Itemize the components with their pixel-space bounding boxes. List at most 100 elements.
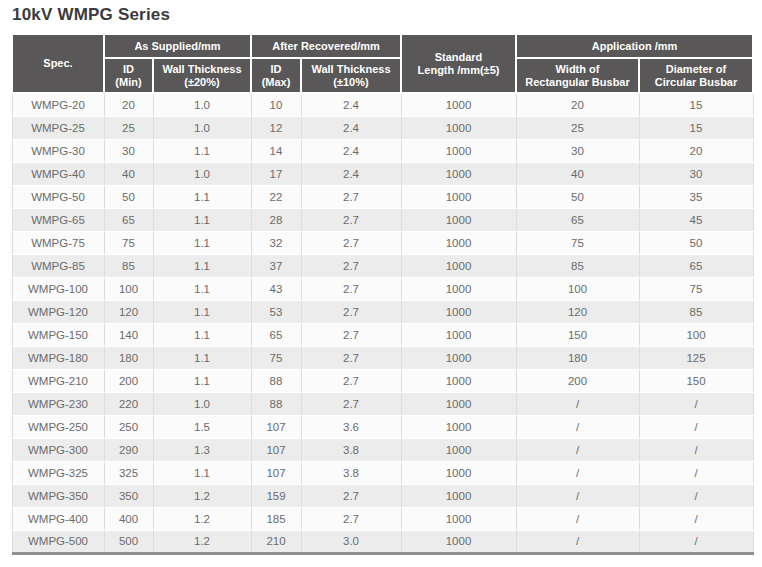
cell-id-max: 107: [251, 438, 301, 461]
header-sub-row: ID (Min) Wall Thickness (±20%) ID (Max) …: [12, 58, 753, 93]
cell-standard-length: 1000: [401, 116, 516, 139]
header-wall-thickness-supplied: Wall Thickness (±20%): [153, 58, 251, 93]
cell-width-rect-busbar: /: [516, 438, 639, 461]
header-id-min-line2: (Min): [106, 76, 151, 89]
cell-spec: WMPG-40: [12, 162, 104, 185]
cell-width-rect-busbar: /: [516, 392, 639, 415]
cell-spec: WMPG-50: [12, 185, 104, 208]
header-dia-circ-busbar: Diameter of Circular Busbar: [639, 58, 753, 93]
cell-wall-supplied: 1.5: [153, 415, 251, 438]
cell-id-max: 53: [251, 300, 301, 323]
cell-id-min: 40: [104, 162, 153, 185]
cell-spec: WMPG-325: [12, 461, 104, 484]
table-row: WMPG-65 65 1.1 28 2.7 1000 65 45: [12, 208, 753, 231]
cell-width-rect-busbar: /: [516, 530, 639, 553]
cell-wall-recovered: 2.7: [301, 254, 401, 277]
header-group-after-recovered: After Recovered/mm: [251, 34, 401, 58]
cell-wall-supplied: 1.0: [153, 116, 251, 139]
header-width-rect-line1: Width of: [556, 63, 600, 75]
cell-spec: WMPG-210: [12, 369, 104, 392]
cell-id-min: 75: [104, 231, 153, 254]
cell-standard-length: 1000: [401, 415, 516, 438]
cell-wall-recovered: 2.4: [301, 116, 401, 139]
cell-width-rect-busbar: 180: [516, 346, 639, 369]
cell-width-rect-busbar: 40: [516, 162, 639, 185]
cell-width-rect-busbar: 150: [516, 323, 639, 346]
cell-spec: WMPG-120: [12, 300, 104, 323]
cell-spec: WMPG-180: [12, 346, 104, 369]
cell-dia-circ-busbar: 100: [639, 323, 753, 346]
cell-id-min: 20: [104, 93, 153, 116]
header-id-max-line2: (Max): [253, 76, 299, 89]
cell-wall-recovered: 3.0: [301, 530, 401, 553]
table-row: WMPG-325 325 1.1 107 3.8 1000 / /: [12, 461, 753, 484]
cell-wall-recovered: 3.8: [301, 438, 401, 461]
cell-spec: WMPG-30: [12, 139, 104, 162]
cell-id-min: 290: [104, 438, 153, 461]
cell-id-min: 85: [104, 254, 153, 277]
cell-dia-circ-busbar: 35: [639, 185, 753, 208]
cell-wall-recovered: 2.7: [301, 300, 401, 323]
header-id-max-line1: ID: [271, 63, 282, 75]
header-width-rect-busbar: Width of Rectangular Busbar: [516, 58, 639, 93]
cell-id-max: 159: [251, 484, 301, 507]
table-row: WMPG-100 100 1.1 43 2.7 1000 100 75: [12, 277, 753, 300]
table-row: WMPG-85 85 1.1 37 2.7 1000 85 65: [12, 254, 753, 277]
cell-id-max: 185: [251, 507, 301, 530]
cell-standard-length: 1000: [401, 139, 516, 162]
cell-standard-length: 1000: [401, 484, 516, 507]
cell-id-min: 25: [104, 116, 153, 139]
cell-id-min: 180: [104, 346, 153, 369]
cell-width-rect-busbar: /: [516, 461, 639, 484]
cell-id-max: 28: [251, 208, 301, 231]
table-row: WMPG-150 140 1.1 65 2.7 1000 150 100: [12, 323, 753, 346]
header-wall-thickness-recovered: Wall Thickness (±10%): [301, 58, 401, 93]
cell-id-max: 43: [251, 277, 301, 300]
table-row: WMPG-20 20 1.0 10 2.4 1000 20 15: [12, 93, 753, 116]
header-group-as-supplied: As Supplied/mm: [104, 34, 251, 58]
cell-id-min: 140: [104, 323, 153, 346]
cell-wall-supplied: 1.0: [153, 162, 251, 185]
cell-standard-length: 1000: [401, 346, 516, 369]
table-row: WMPG-30 30 1.1 14 2.4 1000 30 20: [12, 139, 753, 162]
cell-wall-recovered: 3.6: [301, 415, 401, 438]
header-wall-recovered-line1: Wall Thickness: [311, 63, 390, 75]
cell-wall-recovered: 2.7: [301, 484, 401, 507]
cell-wall-recovered: 2.4: [301, 162, 401, 185]
header-id-min: ID (Min): [104, 58, 153, 93]
cell-id-max: 12: [251, 116, 301, 139]
table-row: WMPG-50 50 1.1 22 2.7 1000 50 35: [12, 185, 753, 208]
cell-standard-length: 1000: [401, 93, 516, 116]
cell-id-min: 65: [104, 208, 153, 231]
cell-wall-supplied: 1.0: [153, 392, 251, 415]
header-id-max: ID (Max): [251, 58, 301, 93]
cell-id-max: 22: [251, 185, 301, 208]
cell-id-min: 220: [104, 392, 153, 415]
cell-id-min: 400: [104, 507, 153, 530]
cell-standard-length: 1000: [401, 162, 516, 185]
cell-dia-circ-busbar: /: [639, 438, 753, 461]
cell-spec: WMPG-75: [12, 231, 104, 254]
cell-id-min: 325: [104, 461, 153, 484]
table-row: WMPG-400 400 1.2 185 2.7 1000 / /: [12, 507, 753, 530]
cell-wall-supplied: 1.1: [153, 277, 251, 300]
header-dia-circ-line2: Circular Busbar: [641, 76, 751, 89]
cell-standard-length: 1000: [401, 231, 516, 254]
cell-id-min: 50: [104, 185, 153, 208]
table-body: WMPG-20 20 1.0 10 2.4 1000 20 15 WMPG-25…: [12, 93, 753, 553]
cell-width-rect-busbar: 120: [516, 300, 639, 323]
table-row: WMPG-500 500 1.2 210 3.0 1000 / /: [12, 530, 753, 553]
header-wall-recovered-line2: (±10%): [303, 76, 399, 89]
cell-id-max: 17: [251, 162, 301, 185]
cell-standard-length: 1000: [401, 461, 516, 484]
cell-wall-recovered: 2.7: [301, 346, 401, 369]
cell-dia-circ-busbar: /: [639, 392, 753, 415]
cell-wall-recovered: 2.7: [301, 231, 401, 254]
cell-wall-supplied: 1.1: [153, 139, 251, 162]
cell-wall-recovered: 2.7: [301, 507, 401, 530]
cell-dia-circ-busbar: 15: [639, 93, 753, 116]
cell-wall-supplied: 1.2: [153, 507, 251, 530]
wmpg-spec-table: Spec. As Supplied/mm After Recovered/mm …: [11, 33, 754, 555]
cell-dia-circ-busbar: 65: [639, 254, 753, 277]
cell-spec: WMPG-25: [12, 116, 104, 139]
